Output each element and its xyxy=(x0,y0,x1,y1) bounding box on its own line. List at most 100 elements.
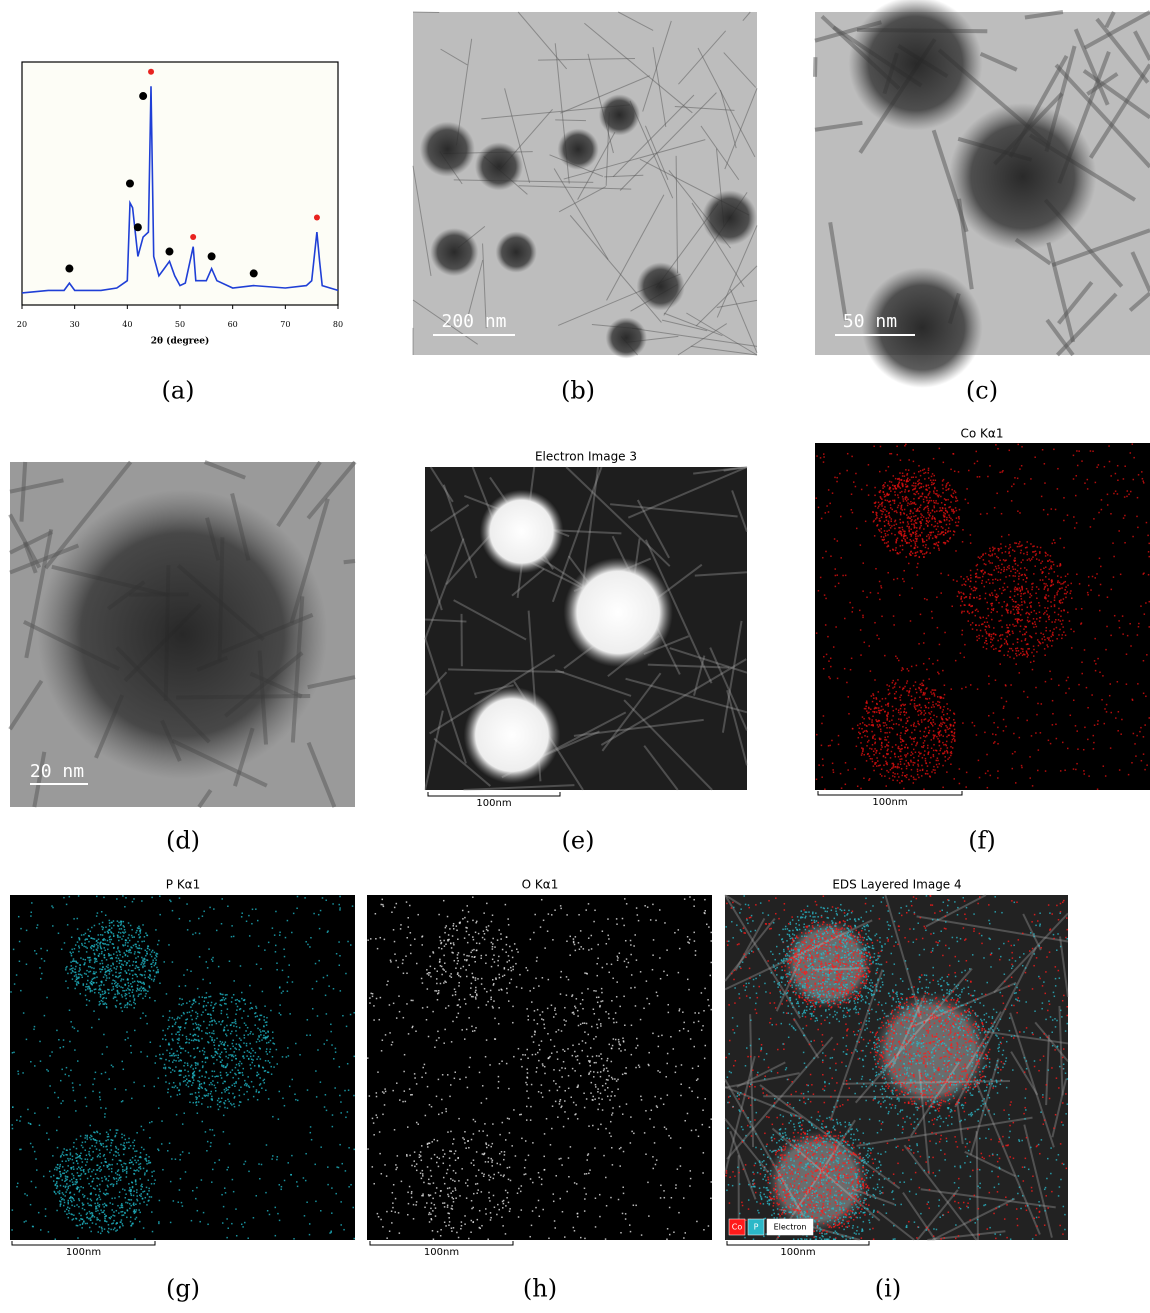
map-dot xyxy=(958,518,960,520)
map-dot xyxy=(133,1082,135,1084)
map-dot xyxy=(1032,622,1034,624)
map-dot xyxy=(972,628,974,630)
map-dot xyxy=(954,733,956,735)
map-dot xyxy=(890,490,892,492)
map-dot xyxy=(209,982,211,984)
map-dot xyxy=(912,449,914,451)
map-dot xyxy=(938,733,940,735)
map-dot xyxy=(197,1063,199,1065)
map-dot xyxy=(206,1027,208,1029)
map-dot xyxy=(923,545,925,547)
map-dot xyxy=(872,725,874,727)
map-dot xyxy=(1020,614,1022,616)
map-dot xyxy=(144,977,146,979)
map-dot xyxy=(931,707,933,709)
map-dot xyxy=(136,1162,138,1164)
map-dot xyxy=(245,1024,247,1026)
map-dot xyxy=(864,735,866,737)
map-dot xyxy=(906,754,908,756)
map-dot xyxy=(133,1148,135,1150)
map-dot xyxy=(82,1170,84,1172)
map-dot xyxy=(138,1164,140,1166)
map-dot xyxy=(923,509,925,511)
map-dot xyxy=(874,711,876,713)
map-dot xyxy=(1012,549,1014,551)
map-dot xyxy=(266,1048,268,1050)
map-dot xyxy=(1001,593,1003,595)
map-dot xyxy=(235,1055,237,1057)
map-dot xyxy=(103,976,105,978)
map-dot xyxy=(49,1171,51,1173)
particle xyxy=(496,231,537,272)
map-dot xyxy=(895,744,897,746)
map-dot xyxy=(878,691,880,693)
map-dot xyxy=(991,636,993,638)
map-dot xyxy=(876,514,878,516)
map-dot xyxy=(928,494,930,496)
map-dot xyxy=(163,961,165,963)
map-dot xyxy=(101,1162,103,1164)
map-dot xyxy=(313,913,315,915)
map-dot xyxy=(133,1002,135,1004)
map-dot xyxy=(889,732,891,734)
map-dot xyxy=(822,557,824,559)
map-dot xyxy=(78,971,80,973)
map-dot xyxy=(1047,590,1049,592)
map-dot xyxy=(1063,598,1065,600)
map-dot xyxy=(979,617,981,619)
map-dot xyxy=(917,574,919,576)
map-dot xyxy=(107,1186,109,1188)
map-dot xyxy=(82,1208,84,1210)
map-dot xyxy=(96,944,98,946)
map-dot xyxy=(1018,650,1020,652)
map-dot xyxy=(219,1159,221,1161)
map-dot xyxy=(920,710,922,712)
map-dot xyxy=(63,1199,64,1201)
map-dot xyxy=(284,1180,286,1182)
map-dot xyxy=(1024,626,1026,628)
map-dot xyxy=(195,1092,197,1094)
map-dot xyxy=(1132,443,1134,445)
map-dot xyxy=(920,691,922,693)
map-dot xyxy=(899,479,901,481)
map-dot xyxy=(925,727,927,729)
map-dot xyxy=(344,1090,346,1092)
map-dot xyxy=(95,971,97,973)
map-dot xyxy=(982,623,984,625)
map-dot xyxy=(136,1192,138,1194)
map-dot xyxy=(998,620,1000,622)
map-dot xyxy=(1131,762,1133,764)
map-dot xyxy=(910,520,912,522)
map-dot xyxy=(1035,553,1037,555)
map-dot xyxy=(1087,488,1089,490)
map-dot xyxy=(1078,450,1080,452)
map-dot xyxy=(882,487,884,489)
map-dot xyxy=(264,1030,266,1032)
map-dot xyxy=(841,787,843,789)
map-dot xyxy=(85,1141,87,1143)
map-dot xyxy=(76,981,78,983)
map-dot xyxy=(900,459,902,461)
map-dot xyxy=(946,517,948,519)
map-dot xyxy=(113,988,115,990)
map-dot xyxy=(975,588,977,590)
map-dot xyxy=(95,958,97,960)
map-dot xyxy=(946,703,948,705)
map-dot xyxy=(928,726,930,728)
map-dot xyxy=(1113,576,1115,578)
map-dot xyxy=(256,1091,258,1093)
map-dot xyxy=(233,1025,235,1027)
map-dot xyxy=(970,534,972,536)
map-dot xyxy=(212,1075,214,1077)
map-dot xyxy=(942,765,944,767)
map-dot xyxy=(318,914,320,916)
map-dot xyxy=(73,958,75,960)
map-dot xyxy=(132,989,134,991)
map-dot xyxy=(978,638,980,640)
map-dot xyxy=(971,588,973,590)
map-dot xyxy=(925,712,927,714)
map-dot xyxy=(897,767,899,769)
map-dot xyxy=(1095,663,1097,665)
map-dot xyxy=(159,1200,161,1202)
map-dot xyxy=(816,497,818,499)
